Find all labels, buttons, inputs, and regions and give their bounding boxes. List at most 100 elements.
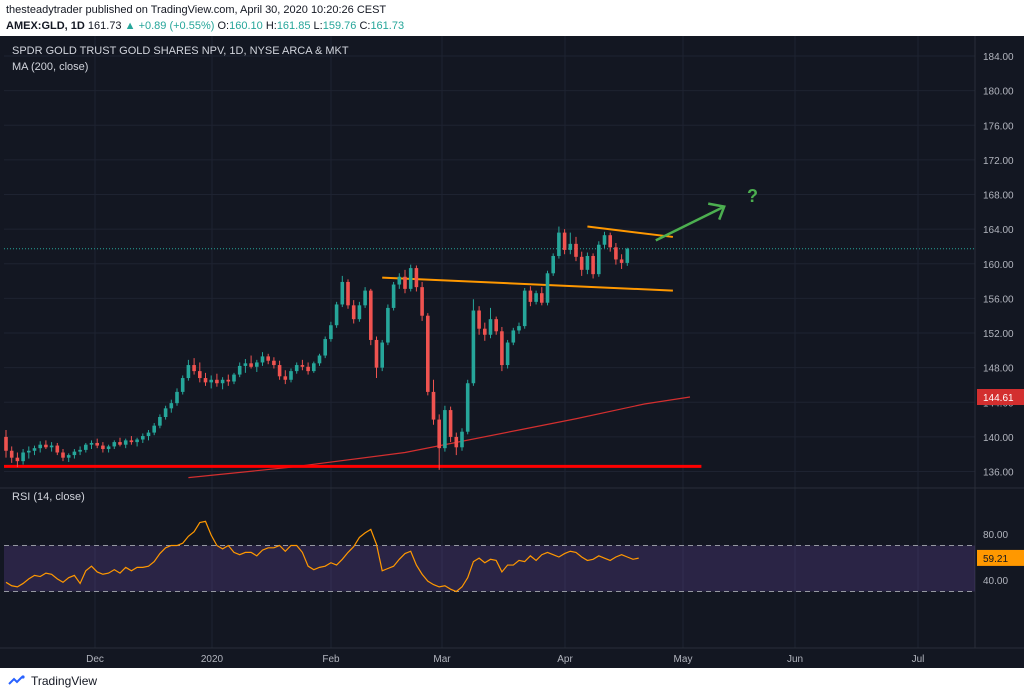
x-tick-label: Dec [86, 654, 104, 665]
symbol: AMEX:GLD, 1D [6, 20, 85, 32]
candle-body [408, 268, 413, 289]
candle-body [363, 290, 367, 306]
last-price: 161.73 [87, 20, 122, 32]
candle [175, 388, 179, 406]
candle-body [460, 431, 464, 448]
candle [118, 437, 122, 447]
candle [129, 436, 134, 445]
publish-info: thesteadytrader published on TradingView… [6, 4, 387, 16]
candle [386, 304, 390, 346]
candle [511, 327, 516, 346]
candle [243, 358, 248, 373]
x-tick-label: Apr [557, 654, 573, 665]
candle [625, 247, 630, 266]
candle [517, 322, 521, 334]
high-label: H: [265, 20, 277, 32]
candle-body [346, 281, 350, 306]
candle [534, 290, 538, 305]
candle-body [614, 247, 618, 260]
candle-body [243, 363, 248, 366]
candle-body [249, 363, 253, 367]
candle-body [152, 425, 156, 433]
candle [323, 336, 327, 359]
candle-body [306, 366, 310, 372]
candle-body [61, 452, 65, 458]
candle [465, 379, 470, 435]
candle [232, 372, 236, 385]
candle [180, 375, 185, 395]
rsi-line [5, 520, 639, 593]
candle [528, 286, 533, 307]
candle [454, 432, 459, 456]
candle [579, 251, 584, 276]
candle [585, 252, 590, 275]
candle [123, 438, 128, 449]
candle [255, 359, 259, 372]
candle-body [534, 293, 538, 302]
candle-body [129, 440, 134, 443]
candle-body [9, 450, 14, 458]
candle-body [574, 243, 578, 257]
rsi-series [5, 520, 639, 593]
candle [141, 433, 145, 443]
candle [363, 287, 367, 308]
candle-body [431, 391, 436, 420]
candle [135, 437, 139, 447]
candle-body [483, 328, 487, 335]
candle [505, 339, 510, 369]
candle-body [465, 383, 470, 432]
candle [15, 452, 20, 468]
candle [106, 444, 111, 453]
candle-body [123, 440, 128, 445]
tradingview-brand[interactable]: TradingView [8, 674, 97, 688]
candle-body [597, 244, 601, 275]
candle [55, 442, 60, 456]
candle-body [180, 378, 185, 392]
candle [192, 358, 196, 375]
symbol-info-bar: AMEX:GLD, 1D 161.73 ▲ +0.89 (+0.55%) O:1… [6, 20, 404, 32]
candle [66, 453, 71, 463]
candle [283, 370, 288, 385]
candle-body [72, 451, 77, 456]
candle-body [585, 255, 590, 270]
breakout-arrowhead [707, 202, 726, 221]
candle-body [420, 287, 424, 316]
candle [237, 362, 242, 378]
candle [89, 440, 94, 450]
candle-body [329, 325, 333, 340]
rsi-legend: RSI (14, close) [12, 491, 85, 503]
candle-body [78, 449, 82, 452]
candle [540, 287, 544, 306]
rsi-last-label: 59.21 [983, 554, 1008, 565]
candle-body [397, 276, 402, 285]
y-tick-label: 168.00 [983, 191, 1014, 202]
candle [61, 449, 65, 462]
candle [591, 253, 595, 279]
candle-body [32, 448, 37, 451]
candle [460, 428, 464, 451]
close-value: 161.73 [370, 20, 405, 32]
candle [95, 438, 99, 449]
candle [300, 359, 305, 371]
candle-body [27, 450, 31, 453]
candle [169, 399, 174, 413]
candle [448, 406, 453, 443]
candle-body [426, 315, 430, 392]
candle [374, 336, 379, 379]
low-value: 159.76 [322, 20, 357, 32]
y-tick-label: 180.00 [983, 87, 1014, 98]
candle [289, 368, 293, 383]
candle [397, 273, 402, 289]
chart-area[interactable]: 136.00140.00144.00148.00152.00156.00160.… [0, 36, 1024, 668]
candle [220, 377, 225, 390]
candle [351, 300, 356, 324]
candle-body [95, 442, 99, 446]
candle-body [591, 255, 595, 275]
candle-body [608, 235, 612, 248]
candle-body [562, 232, 567, 250]
candle [340, 275, 345, 308]
chart-canvas[interactable]: 136.00140.00144.00148.00152.00156.00160.… [0, 36, 1024, 668]
y-tick-label: 140.00 [983, 433, 1014, 444]
candle [545, 270, 550, 306]
candle [209, 375, 213, 389]
